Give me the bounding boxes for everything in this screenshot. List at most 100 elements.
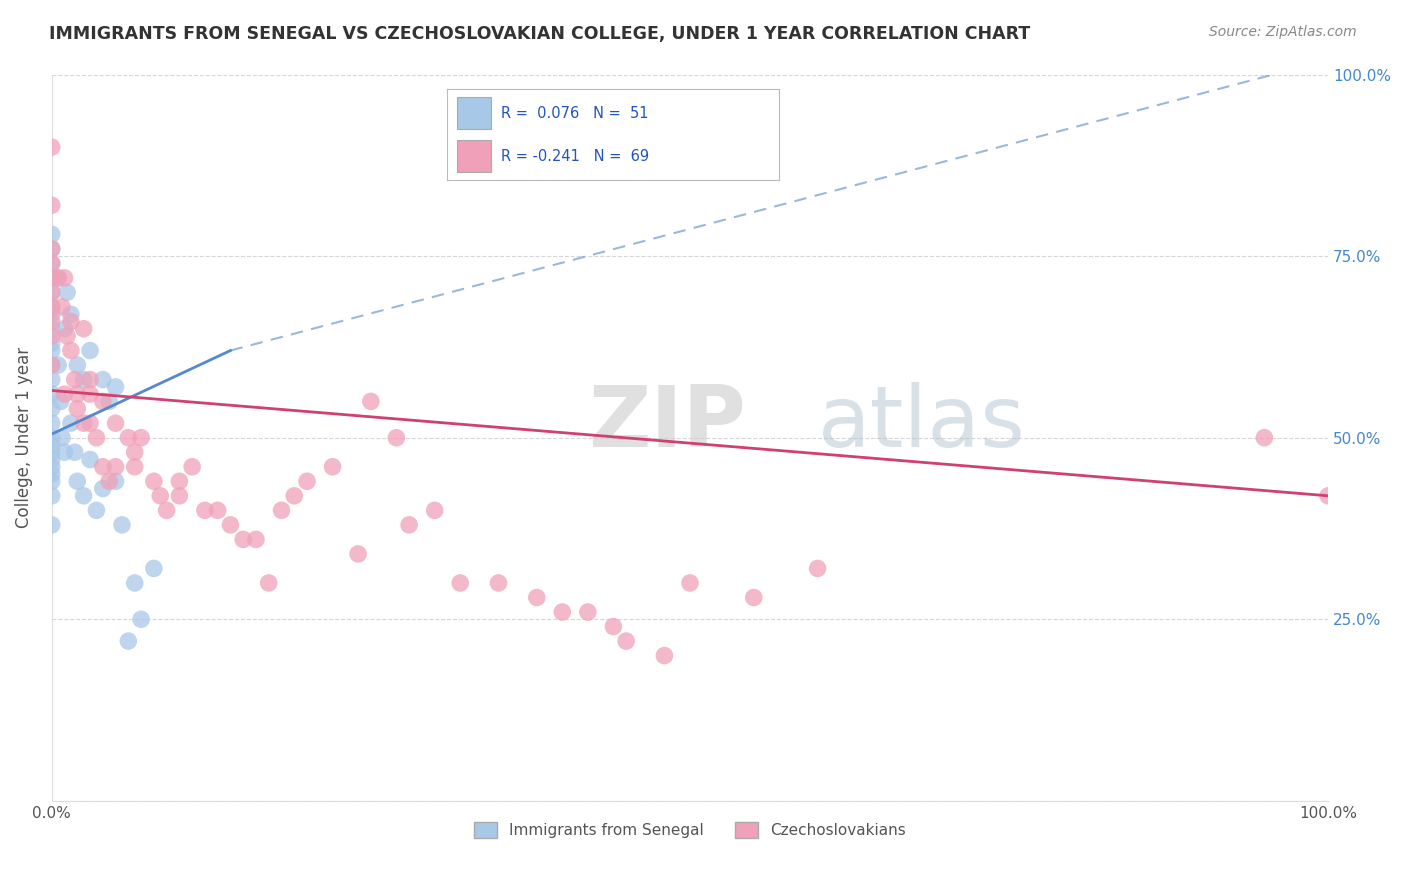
Point — [654, 648, 676, 663]
Point — [91, 373, 114, 387]
Point — [41, 416, 63, 430]
Point — [66, 387, 89, 401]
Point — [124, 576, 146, 591]
Point — [41, 271, 63, 285]
Point — [181, 459, 204, 474]
Point — [257, 576, 280, 591]
Point — [51, 300, 73, 314]
Point — [53, 387, 76, 401]
Point — [449, 576, 471, 591]
Point — [283, 489, 305, 503]
Point — [526, 591, 548, 605]
Point — [41, 256, 63, 270]
Point — [104, 475, 127, 489]
Point — [156, 503, 179, 517]
Point — [41, 242, 63, 256]
Point — [59, 314, 82, 328]
Point — [73, 322, 96, 336]
Point — [207, 503, 229, 517]
Point — [142, 475, 165, 489]
Point — [347, 547, 370, 561]
Point — [104, 459, 127, 474]
Point — [679, 576, 702, 591]
Point — [385, 431, 408, 445]
Point — [79, 387, 101, 401]
Point — [41, 373, 63, 387]
Point — [53, 271, 76, 285]
Point — [41, 489, 63, 503]
Point — [51, 431, 73, 445]
Point — [41, 452, 63, 467]
Point — [41, 431, 63, 445]
Legend: Immigrants from Senegal, Czechoslovakians: Immigrants from Senegal, Czechoslovakian… — [468, 816, 911, 844]
Point — [1253, 431, 1275, 445]
Point — [41, 475, 63, 489]
Point — [98, 394, 121, 409]
Point — [91, 394, 114, 409]
Point — [41, 358, 63, 372]
Point — [53, 445, 76, 459]
Point — [79, 416, 101, 430]
Point — [46, 271, 69, 285]
Text: IMMIGRANTS FROM SENEGAL VS CZECHOSLOVAKIAN COLLEGE, UNDER 1 YEAR CORRELATION CHA: IMMIGRANTS FROM SENEGAL VS CZECHOSLOVAKI… — [49, 25, 1031, 43]
Point — [41, 198, 63, 212]
Point — [41, 314, 63, 328]
Point — [41, 445, 63, 459]
Point — [46, 358, 69, 372]
Point — [66, 401, 89, 416]
Point — [63, 373, 86, 387]
Point — [129, 612, 152, 626]
Point — [149, 489, 172, 503]
Text: ZIP: ZIP — [588, 382, 745, 465]
Point — [41, 358, 63, 372]
Point — [423, 503, 446, 517]
Point — [232, 533, 254, 547]
Point — [245, 533, 267, 547]
Point — [41, 329, 63, 343]
Point — [66, 475, 89, 489]
Point — [295, 475, 318, 489]
Point — [41, 336, 63, 351]
Point — [59, 343, 82, 358]
Point — [79, 452, 101, 467]
Point — [41, 467, 63, 481]
Point — [86, 431, 108, 445]
Point — [91, 459, 114, 474]
Point — [41, 459, 63, 474]
Point — [49, 394, 72, 409]
Point — [41, 285, 63, 300]
Point — [41, 300, 63, 314]
Point — [117, 431, 139, 445]
Point — [73, 416, 96, 430]
Point — [111, 517, 134, 532]
Point — [73, 489, 96, 503]
Point — [219, 517, 242, 532]
Point — [124, 459, 146, 474]
Point — [614, 634, 637, 648]
Point — [41, 242, 63, 256]
Point — [169, 489, 191, 503]
Point — [806, 561, 828, 575]
Point — [194, 503, 217, 517]
Point — [41, 256, 63, 270]
Point — [41, 401, 63, 416]
Point — [488, 576, 510, 591]
Point — [59, 416, 82, 430]
Point — [86, 503, 108, 517]
Point — [576, 605, 599, 619]
Point — [129, 431, 152, 445]
Point — [46, 271, 69, 285]
Text: Source: ZipAtlas.com: Source: ZipAtlas.com — [1209, 25, 1357, 39]
Point — [602, 619, 624, 633]
Point — [41, 438, 63, 452]
Text: atlas: atlas — [817, 382, 1025, 465]
Point — [98, 475, 121, 489]
Point — [59, 307, 82, 321]
Point — [104, 380, 127, 394]
Point — [79, 343, 101, 358]
Point — [79, 373, 101, 387]
Point — [91, 482, 114, 496]
Point — [56, 285, 79, 300]
Point — [270, 503, 292, 517]
Point — [322, 459, 344, 474]
